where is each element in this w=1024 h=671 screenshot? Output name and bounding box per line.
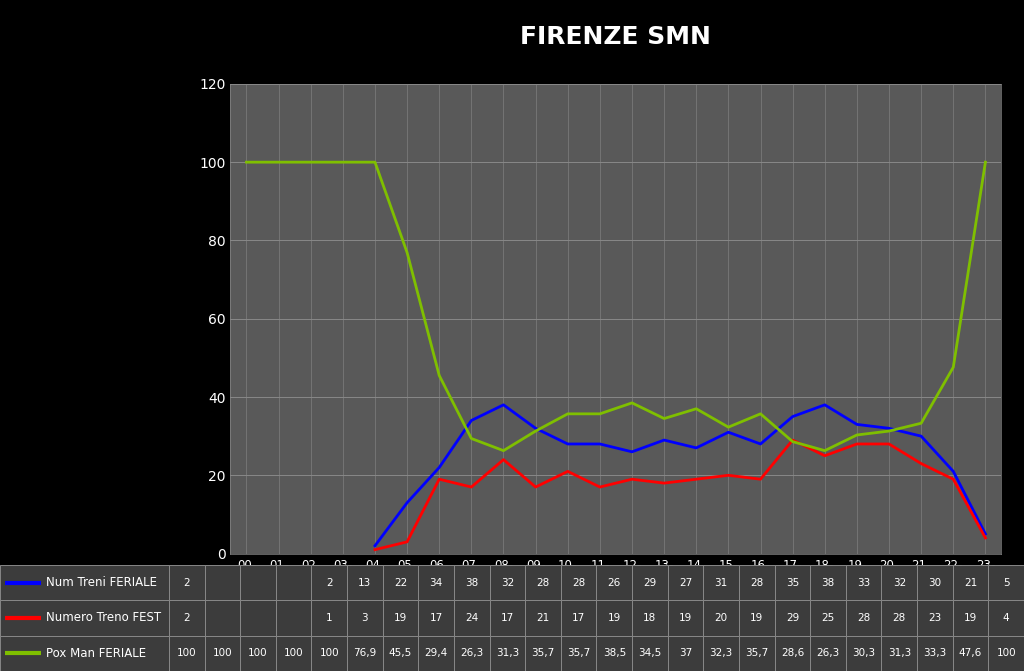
Text: 100: 100 [213,648,232,658]
Text: 2: 2 [326,578,333,588]
Text: 38: 38 [465,578,478,588]
Text: 3: 3 [361,613,369,623]
Text: 13: 13 [358,578,372,588]
Text: 28: 28 [751,578,764,588]
Text: 32: 32 [893,578,906,588]
Text: 19: 19 [679,613,692,623]
Text: Pox Man FERIALE: Pox Man FERIALE [46,647,146,660]
Text: 17: 17 [429,613,442,623]
Text: 2: 2 [183,613,190,623]
Text: 19: 19 [964,613,977,623]
Text: 21: 21 [537,613,550,623]
Text: 28: 28 [537,578,550,588]
Text: 26,3: 26,3 [460,648,483,658]
Text: 28,6: 28,6 [781,648,804,658]
Text: 34: 34 [429,578,442,588]
Text: 23: 23 [929,613,941,623]
Text: 2: 2 [183,578,190,588]
Text: 31,3: 31,3 [496,648,519,658]
Text: 29: 29 [643,578,656,588]
Text: 4: 4 [1002,613,1010,623]
Text: 35: 35 [785,578,799,588]
Text: 27: 27 [679,578,692,588]
Text: 1: 1 [326,613,333,623]
Text: 18: 18 [643,613,656,623]
Text: 19: 19 [394,613,408,623]
Text: FIRENZE SMN: FIRENZE SMN [520,25,712,49]
Text: 100: 100 [996,648,1016,658]
Text: 19: 19 [607,613,621,623]
Text: 33,3: 33,3 [924,648,946,658]
Text: 100: 100 [248,648,268,658]
Text: 29,4: 29,4 [425,648,447,658]
Text: 21: 21 [964,578,977,588]
Text: 5: 5 [1002,578,1010,588]
Text: 100: 100 [177,648,197,658]
Text: 32: 32 [501,578,514,588]
Text: 31: 31 [715,578,728,588]
Text: 31,3: 31,3 [888,648,911,658]
Text: 100: 100 [319,648,339,658]
Text: 30,3: 30,3 [852,648,876,658]
Text: 22: 22 [394,578,408,588]
Text: 20: 20 [715,613,728,623]
Text: 30: 30 [929,578,941,588]
Text: 35,7: 35,7 [567,648,590,658]
Text: 38: 38 [821,578,835,588]
Text: 35,7: 35,7 [745,648,768,658]
Text: 26,3: 26,3 [816,648,840,658]
Text: 26: 26 [607,578,621,588]
Text: 34,5: 34,5 [638,648,662,658]
Text: 24: 24 [465,613,478,623]
Text: 35,7: 35,7 [531,648,555,658]
Text: 28: 28 [893,613,906,623]
Text: 28: 28 [572,578,586,588]
Text: 29: 29 [785,613,799,623]
Text: 17: 17 [572,613,586,623]
Text: 45,5: 45,5 [389,648,412,658]
Text: 38,5: 38,5 [603,648,626,658]
Text: 47,6: 47,6 [958,648,982,658]
Text: 17: 17 [501,613,514,623]
Text: 28: 28 [857,613,870,623]
Text: 25: 25 [821,613,835,623]
Text: 32,3: 32,3 [710,648,733,658]
Text: 19: 19 [751,613,764,623]
Text: Num Treni FERIALE: Num Treni FERIALE [46,576,157,589]
Text: 37: 37 [679,648,692,658]
Text: 33: 33 [857,578,870,588]
Text: 76,9: 76,9 [353,648,377,658]
Text: Numero Treno FEST: Numero Treno FEST [46,611,161,625]
Text: 100: 100 [284,648,303,658]
